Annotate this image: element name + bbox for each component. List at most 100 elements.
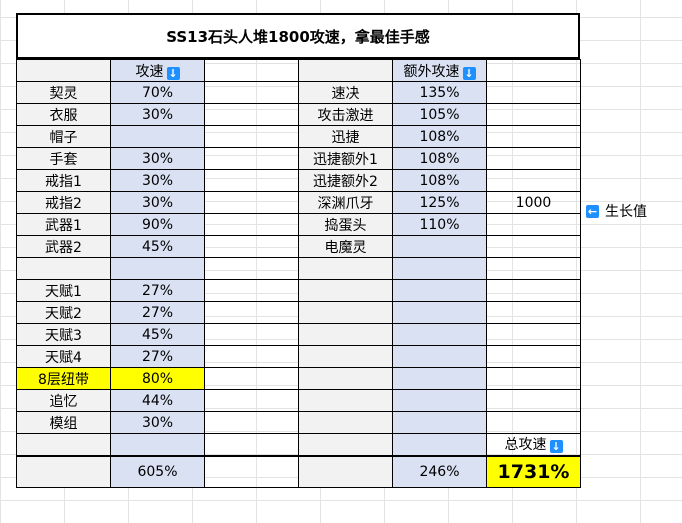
- header-attack-speed[interactable]: 攻速 ↓: [110, 59, 205, 82]
- right-extra-cell[interactable]: [486, 389, 581, 412]
- left-value-cell[interactable]: 45%: [110, 323, 205, 346]
- grand-total-cell[interactable]: 1731%: [486, 454, 581, 488]
- left-name-cell[interactable]: 契灵: [16, 81, 111, 104]
- left-value-cell[interactable]: 27%: [110, 279, 205, 302]
- right-name-cell[interactable]: [298, 389, 393, 412]
- empty-cell[interactable]: [204, 433, 299, 456]
- right-extra-cell[interactable]: [486, 257, 581, 280]
- left-name-cell[interactable]: 戒指2: [16, 191, 111, 214]
- right-value-cell[interactable]: [392, 411, 487, 434]
- empty-cell[interactable]: [204, 389, 299, 412]
- empty-cell[interactable]: [204, 103, 299, 126]
- left-total-cell[interactable]: 605%: [110, 454, 205, 488]
- right-value-cell[interactable]: 108%: [392, 125, 487, 148]
- right-name-cell[interactable]: [298, 411, 393, 434]
- right-name-cell[interactable]: 电魔灵: [298, 235, 393, 258]
- right-value-cell[interactable]: [392, 235, 487, 258]
- right-name-cell[interactable]: [298, 323, 393, 346]
- empty-cell[interactable]: [204, 191, 299, 214]
- left-name-cell[interactable]: 天赋3: [16, 323, 111, 346]
- left-value-cell[interactable]: 30%: [110, 147, 205, 170]
- right-extra-cell[interactable]: [486, 169, 581, 192]
- left-value-cell[interactable]: 27%: [110, 345, 205, 368]
- empty-cell[interactable]: [110, 433, 205, 456]
- empty-cell[interactable]: [204, 323, 299, 346]
- empty-cell[interactable]: [16, 433, 111, 456]
- empty-cell[interactable]: [16, 454, 111, 488]
- left-value-cell[interactable]: [110, 257, 205, 280]
- right-extra-cell[interactable]: [486, 323, 581, 346]
- left-value-cell[interactable]: 27%: [110, 301, 205, 324]
- right-value-cell[interactable]: [392, 389, 487, 412]
- left-value-cell[interactable]: [110, 125, 205, 148]
- right-name-cell[interactable]: 速决: [298, 81, 393, 104]
- empty-cell[interactable]: [204, 345, 299, 368]
- right-extra-cell[interactable]: [486, 235, 581, 258]
- header-extra-attack-speed[interactable]: 额外攻速 ↓: [392, 59, 487, 82]
- right-extra-cell[interactable]: [486, 279, 581, 302]
- left-value-cell[interactable]: 44%: [110, 389, 205, 412]
- arrow-down-icon[interactable]: ↓: [549, 440, 563, 454]
- right-value-cell[interactable]: 105%: [392, 103, 487, 126]
- header-empty-cell[interactable]: [486, 59, 581, 82]
- left-name-cell[interactable]: 帽子: [16, 125, 111, 148]
- right-value-cell[interactable]: 108%: [392, 169, 487, 192]
- left-name-cell[interactable]: 天赋2: [16, 301, 111, 324]
- left-name-cell[interactable]: 手套: [16, 147, 111, 170]
- header-empty-cell[interactable]: [16, 59, 111, 82]
- right-extra-cell[interactable]: [486, 103, 581, 126]
- right-value-cell[interactable]: 110%: [392, 213, 487, 236]
- empty-cell[interactable]: [204, 454, 299, 488]
- left-value-cell[interactable]: 45%: [110, 235, 205, 258]
- right-value-cell[interactable]: [392, 301, 487, 324]
- left-value-cell[interactable]: 70%: [110, 81, 205, 104]
- left-name-cell[interactable]: 天赋1: [16, 279, 111, 302]
- right-extra-cell[interactable]: [486, 125, 581, 148]
- right-name-cell[interactable]: [298, 345, 393, 368]
- left-name-cell[interactable]: 武器2: [16, 235, 111, 258]
- empty-cell[interactable]: [204, 367, 299, 390]
- empty-cell[interactable]: [298, 433, 393, 456]
- empty-cell[interactable]: [392, 433, 487, 456]
- header-empty-cell[interactable]: [298, 59, 393, 82]
- right-extra-cell[interactable]: [486, 81, 581, 104]
- right-name-cell[interactable]: [298, 301, 393, 324]
- total-header-cell[interactable]: 总攻速 ↓: [486, 433, 581, 456]
- right-extra-cell[interactable]: [486, 213, 581, 236]
- right-name-cell[interactable]: 攻击激进: [298, 103, 393, 126]
- right-value-cell[interactable]: [392, 345, 487, 368]
- right-total-cell[interactable]: 246%: [392, 454, 487, 488]
- left-name-cell[interactable]: 天赋4: [16, 345, 111, 368]
- left-value-cell[interactable]: 30%: [110, 191, 205, 214]
- empty-cell[interactable]: [298, 454, 393, 488]
- right-name-cell[interactable]: 迅捷额外1: [298, 147, 393, 170]
- right-value-cell[interactable]: [392, 279, 487, 302]
- left-name-cell[interactable]: 追忆: [16, 389, 111, 412]
- left-value-cell[interactable]: 90%: [110, 213, 205, 236]
- empty-cell[interactable]: [204, 213, 299, 236]
- right-extra-cell[interactable]: [486, 367, 581, 390]
- right-extra-cell[interactable]: [486, 345, 581, 368]
- right-extra-cell[interactable]: [486, 411, 581, 434]
- empty-cell[interactable]: [204, 279, 299, 302]
- left-value-cell[interactable]: 30%: [110, 103, 205, 126]
- empty-cell[interactable]: [204, 169, 299, 192]
- right-name-cell[interactable]: 迅捷: [298, 125, 393, 148]
- right-value-cell[interactable]: [392, 257, 487, 280]
- right-name-cell[interactable]: 迅捷额外2: [298, 169, 393, 192]
- empty-cell[interactable]: [204, 125, 299, 148]
- left-value-cell[interactable]: 80%: [110, 367, 205, 390]
- left-name-cell[interactable]: 衣服: [16, 103, 111, 126]
- sheet-title[interactable]: SS13石头人堆1800攻速，拿最佳手感: [16, 13, 580, 59]
- arrow-down-icon[interactable]: ↓: [166, 66, 180, 80]
- right-extra-cell[interactable]: 1000: [486, 191, 581, 214]
- right-name-cell[interactable]: 深渊爪牙: [298, 191, 393, 214]
- right-name-cell[interactable]: [298, 367, 393, 390]
- right-value-cell[interactable]: 135%: [392, 81, 487, 104]
- empty-cell[interactable]: [204, 81, 299, 104]
- right-extra-cell[interactable]: [486, 301, 581, 324]
- right-value-cell[interactable]: [392, 323, 487, 346]
- left-name-cell[interactable]: 戒指1: [16, 169, 111, 192]
- header-empty-cell[interactable]: [204, 59, 299, 82]
- empty-cell[interactable]: [204, 411, 299, 434]
